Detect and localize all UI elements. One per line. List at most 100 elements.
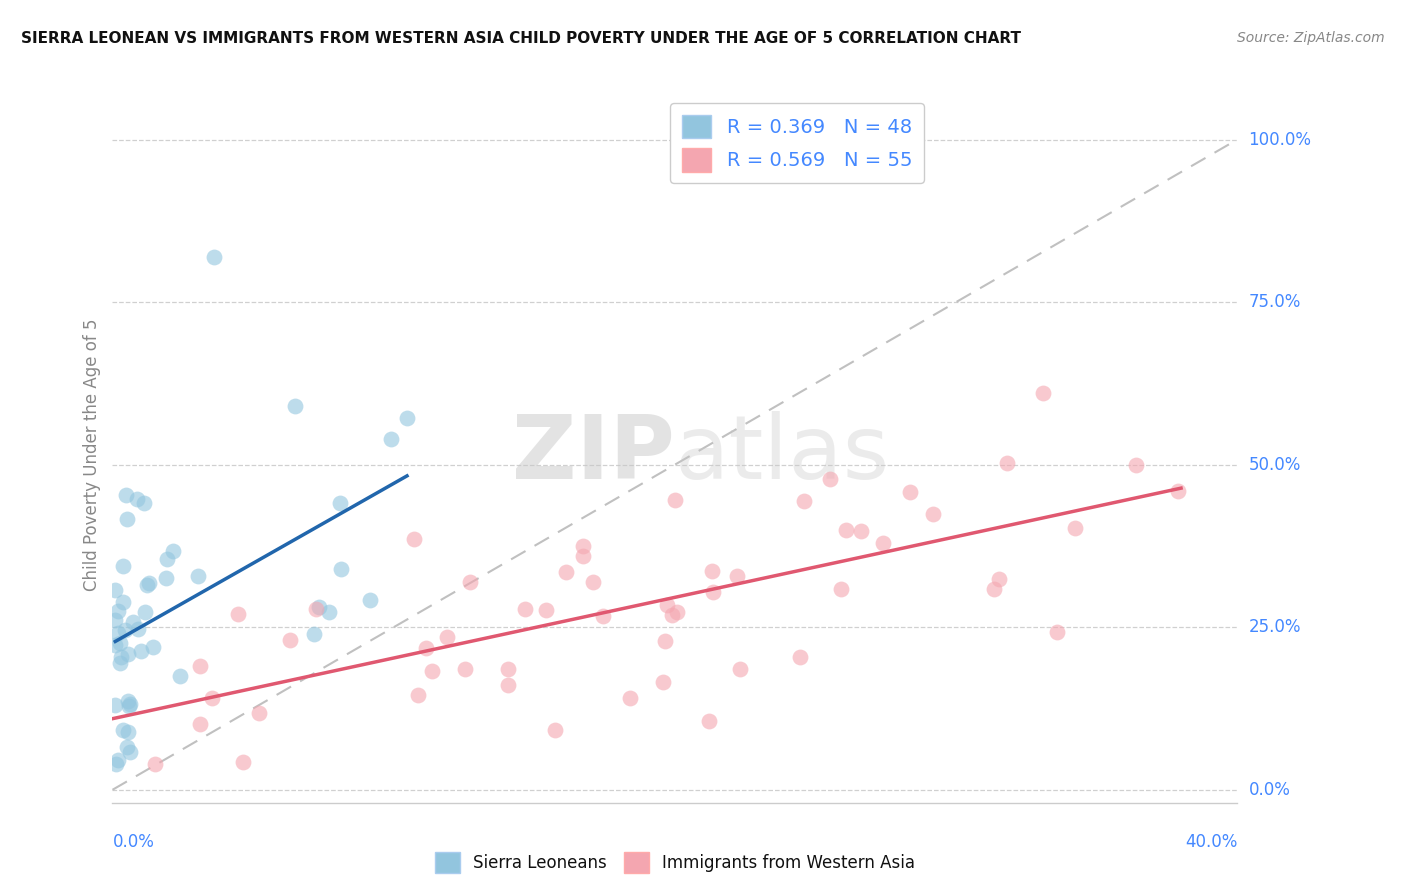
Point [117,694,139,708]
Text: 0.0%: 0.0% [112,833,155,851]
Point [111,594,134,608]
Point [162,543,184,558]
Text: SIERRA LEONEAN VS IMMIGRANTS FROM WESTERN ASIA CHILD POVERTY UNDER THE AGE OF 5 : SIERRA LEONEAN VS IMMIGRANTS FROM WESTER… [21,31,1021,46]
Point [155,571,177,585]
Point [104,756,127,771]
Point [515,602,537,616]
Text: 25.0%: 25.0% [1249,618,1301,636]
Point [108,656,131,670]
Point [284,399,307,413]
Text: ZIP: ZIP [512,411,675,499]
Point [406,688,429,702]
Point [651,674,673,689]
Point [127,492,149,507]
Point [120,697,142,711]
Point [818,472,841,486]
Point [654,633,676,648]
Point [420,664,443,678]
Point [305,602,328,616]
Point [1125,458,1147,472]
Point [359,592,381,607]
Point [699,714,721,728]
Point [987,572,1010,586]
Point [793,494,815,508]
Legend: Sierra Leoneans, Immigrants from Western Asia: Sierra Leoneans, Immigrants from Western… [429,846,921,880]
Point [122,615,145,630]
Text: atlas: atlas [675,411,890,499]
Text: 40.0%: 40.0% [1185,833,1237,851]
Point [702,584,724,599]
Point [835,523,858,537]
Point [730,663,752,677]
Point [143,756,166,771]
Point [554,565,576,579]
Point [104,698,127,712]
Point [107,753,129,767]
Point [666,605,689,619]
Point [308,599,330,614]
Point [1046,625,1069,640]
Point [619,691,641,706]
Point [725,569,748,583]
Point [201,691,224,706]
Point [278,632,301,647]
Point [921,507,943,521]
Point [104,582,127,597]
Point [115,740,138,755]
Point [115,488,138,502]
Point [134,605,156,619]
Text: 0.0%: 0.0% [1249,780,1291,799]
Y-axis label: Child Poverty Under the Age of 5: Child Poverty Under the Age of 5 [83,318,101,591]
Point [544,723,567,737]
Point [127,623,149,637]
Legend: R = 0.369   N = 48, R = 0.569   N = 55: R = 0.369 N = 48, R = 0.569 N = 55 [671,103,924,184]
Point [592,608,614,623]
Point [155,551,177,566]
Point [104,613,127,627]
Point [226,607,249,621]
Point [114,623,136,637]
Point [1032,386,1054,401]
Point [117,647,139,661]
Point [108,636,131,650]
Point [664,493,686,508]
Point [247,706,270,720]
Point [112,558,135,573]
Point [789,650,811,665]
Point [496,662,519,676]
Point [661,608,683,623]
Point [104,638,127,652]
Point [498,678,520,692]
Point [202,250,225,264]
Point [318,605,340,619]
Point [830,582,852,596]
Point [453,662,475,676]
Point [380,432,402,446]
Point [107,626,129,640]
Text: 100.0%: 100.0% [1249,130,1312,149]
Point [436,630,458,644]
Point [142,640,165,654]
Text: 75.0%: 75.0% [1249,293,1301,311]
Point [115,512,138,526]
Text: Source: ZipAtlas.com: Source: ZipAtlas.com [1237,31,1385,45]
Point [995,457,1018,471]
Point [1064,521,1087,535]
Point [571,539,593,553]
Point [138,576,160,591]
Point [188,717,211,731]
Point [107,604,129,618]
Point [117,725,139,739]
Point [534,603,557,617]
Point [188,659,211,673]
Point [232,755,254,769]
Point [415,640,437,655]
Point [458,574,481,589]
Point [572,549,595,563]
Point [118,699,141,714]
Point [131,644,153,658]
Point [898,484,921,499]
Point [395,411,418,425]
Point [582,574,605,589]
Point [169,669,191,683]
